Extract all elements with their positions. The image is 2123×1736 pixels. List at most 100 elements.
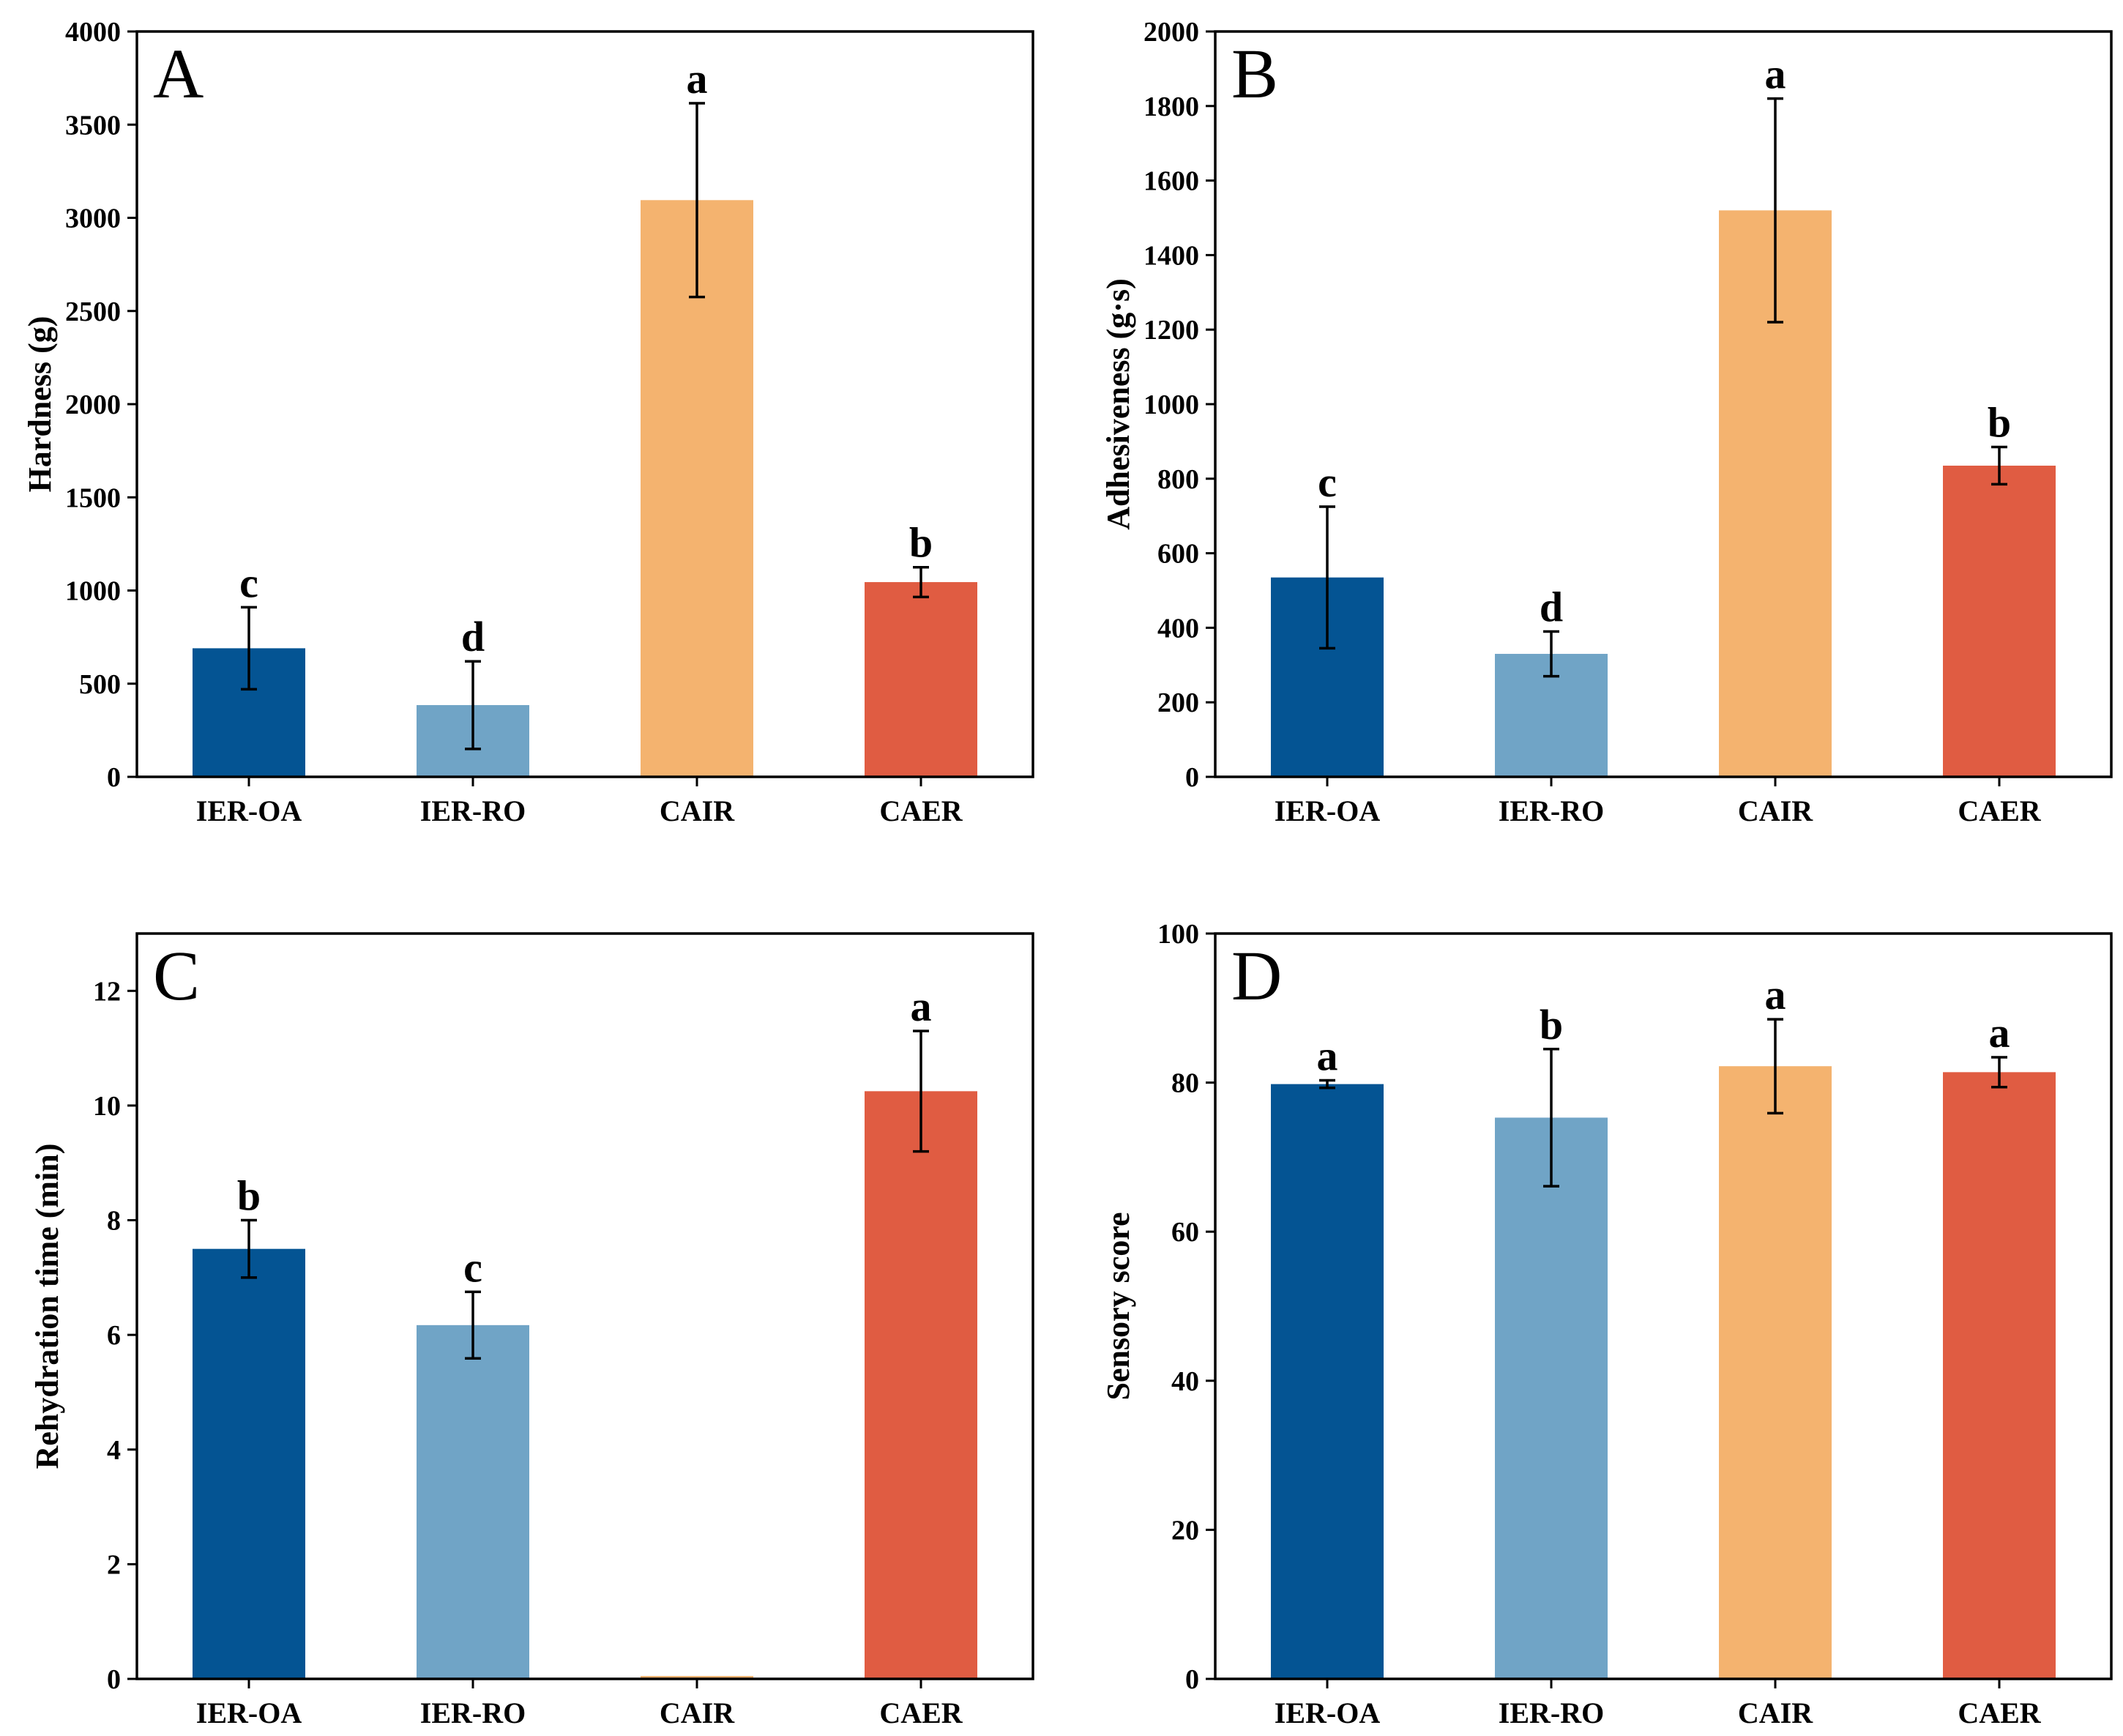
plot-frame bbox=[1214, 30, 2113, 778]
bar-ier-oa bbox=[1271, 1084, 1384, 1679]
significance-label-cair: a bbox=[1765, 971, 1786, 1018]
error-bar-cair bbox=[1767, 97, 1783, 324]
error-bar-caer bbox=[913, 565, 929, 599]
y-tick-label: 1200 bbox=[1143, 315, 1199, 346]
bar-caer bbox=[1943, 465, 2056, 777]
x-tick-label-caer: CAER bbox=[879, 794, 963, 827]
error-bar-ier-oa bbox=[1319, 1079, 1335, 1089]
y-tick-label: 1500 bbox=[65, 483, 121, 513]
y-tick-label: 400 bbox=[1157, 613, 1199, 644]
y-tick-label: 12 bbox=[93, 976, 121, 1007]
y-tick-label: 2 bbox=[107, 1549, 121, 1580]
x-tick-label-cair: CAIR bbox=[1738, 1696, 1813, 1729]
significance-label-ier-oa: a bbox=[1317, 1032, 1338, 1080]
error-bar-ier-ro bbox=[465, 1290, 481, 1360]
y-tick-label: 500 bbox=[79, 669, 121, 700]
bar-ier-oa bbox=[193, 1248, 305, 1679]
bar-caer bbox=[865, 582, 977, 777]
significance-label-ier-ro: b bbox=[1540, 1001, 1563, 1048]
error-bar-caer bbox=[1991, 1056, 2007, 1089]
error-bar-ier-ro bbox=[465, 660, 481, 750]
significance-label-ier-ro: c bbox=[463, 1243, 482, 1291]
bar-cair bbox=[641, 1676, 753, 1679]
y-tick-label: 2000 bbox=[65, 390, 121, 420]
error-bar-ier-oa bbox=[1319, 505, 1335, 650]
significance-label-caer: a bbox=[911, 983, 932, 1030]
plot-frame bbox=[135, 932, 1034, 1680]
significance-label-caer: a bbox=[1989, 1009, 2010, 1057]
error-bar-cair bbox=[689, 102, 705, 299]
panel-letter: C bbox=[153, 936, 200, 1015]
bar-ier-ro bbox=[417, 1325, 529, 1679]
error-bar-ier-oa bbox=[241, 606, 257, 691]
x-tick-label-ier-ro: IER-RO bbox=[420, 794, 526, 827]
bar-cair bbox=[1719, 1066, 1832, 1679]
y-axis-title: Hardness (g) bbox=[22, 316, 58, 493]
error-bar-ier-ro bbox=[1543, 1048, 1559, 1188]
x-tick-label-caer: CAER bbox=[1958, 1696, 2041, 1729]
y-tick-label: 4 bbox=[107, 1435, 121, 1466]
x-tick-label-caer: CAER bbox=[1958, 794, 2041, 827]
x-tick-label-cair: CAIR bbox=[1738, 794, 1813, 827]
x-tick-label-ier-ro: IER-RO bbox=[1499, 794, 1604, 827]
significance-label-cair: a bbox=[687, 55, 708, 103]
bar-caer bbox=[865, 1091, 977, 1679]
plot-frame bbox=[135, 30, 1034, 778]
bar-caer bbox=[1943, 1072, 2056, 1679]
y-tick-label: 800 bbox=[1157, 464, 1199, 495]
error-bar-caer bbox=[913, 1029, 929, 1153]
error-bar-ier-ro bbox=[1543, 630, 1559, 678]
y-tick-label: 1600 bbox=[1143, 166, 1199, 197]
y-tick-label: 0 bbox=[107, 762, 121, 793]
y-tick-label: 40 bbox=[1171, 1366, 1199, 1397]
y-tick-label: 10 bbox=[93, 1091, 121, 1122]
x-tick-label-ier-oa: IER-OA bbox=[1275, 794, 1381, 827]
y-tick-label: 0 bbox=[1185, 1664, 1199, 1695]
error-bar-caer bbox=[1991, 445, 2007, 486]
significance-label-caer: b bbox=[909, 519, 933, 567]
error-bar-cair bbox=[1767, 1018, 1783, 1115]
y-tick-label: 2500 bbox=[65, 297, 121, 327]
y-tick-label: 100 bbox=[1157, 919, 1199, 950]
y-tick-label: 4000 bbox=[65, 17, 121, 48]
y-tick-label: 1400 bbox=[1143, 240, 1199, 271]
y-tick-label: 600 bbox=[1157, 539, 1199, 570]
significance-label-cair: a bbox=[1765, 51, 1786, 98]
y-tick-label: 20 bbox=[1171, 1515, 1199, 1546]
error-bar-ier-oa bbox=[241, 1218, 257, 1279]
y-tick-label: 60 bbox=[1171, 1217, 1199, 1248]
significance-label-ier-ro: d bbox=[461, 613, 485, 660]
y-tick-label: 200 bbox=[1157, 688, 1199, 718]
x-tick-label-ier-ro: IER-RO bbox=[420, 1696, 526, 1729]
y-tick-label: 3000 bbox=[65, 204, 121, 234]
x-tick-label-ier-oa: IER-OA bbox=[196, 1696, 302, 1729]
significance-label-ier-oa: c bbox=[239, 559, 258, 606]
chart-panel-b: c IER-OA d IER-RO a CAIR b CAER 0 200 400 600 800 100… bbox=[1100, 17, 2113, 827]
x-tick-label-ier-ro: IER-RO bbox=[1499, 1696, 1604, 1729]
x-tick-label-caer: CAER bbox=[879, 1696, 963, 1729]
significance-label-ier-oa: c bbox=[1318, 458, 1337, 506]
y-axis-title: Rehydration time (min) bbox=[29, 1144, 65, 1469]
y-tick-label: 0 bbox=[107, 1664, 121, 1695]
x-tick-label-ier-oa: IER-OA bbox=[1275, 1696, 1381, 1729]
chart-panel-d: a IER-OA b IER-RO a CAIR a CAER 0 20 40 60 80 100 Sens… bbox=[1100, 919, 2113, 1729]
y-tick-label: 3500 bbox=[65, 110, 121, 141]
y-tick-label: 1800 bbox=[1143, 92, 1199, 122]
chart-panel-c: b IER-OA c IER-RO CAIR a CAER 0 2 4 6 8 10 12 Rehydrat… bbox=[29, 932, 1034, 1729]
y-tick-label: 80 bbox=[1171, 1068, 1199, 1099]
panel-letter: A bbox=[153, 34, 204, 113]
plot-frame bbox=[1214, 932, 2113, 1680]
significance-label-ier-ro: d bbox=[1540, 583, 1563, 630]
chart-panel-a: c IER-OA d IER-RO a CAIR b CAER 0 500 1000 1500 2000… bbox=[22, 17, 1034, 827]
x-tick-label-cair: CAIR bbox=[660, 1696, 735, 1729]
significance-label-caer: b bbox=[1988, 399, 2011, 447]
y-tick-label: 6 bbox=[107, 1320, 121, 1351]
y-tick-label: 8 bbox=[107, 1206, 121, 1237]
panel-letter: B bbox=[1231, 34, 1278, 113]
y-tick-label: 2000 bbox=[1143, 17, 1199, 48]
y-tick-label: 1000 bbox=[1143, 390, 1199, 420]
y-axis-title: Sensory score bbox=[1100, 1212, 1136, 1400]
y-tick-label: 0 bbox=[1185, 762, 1199, 793]
significance-label-ier-oa: b bbox=[237, 1172, 261, 1220]
